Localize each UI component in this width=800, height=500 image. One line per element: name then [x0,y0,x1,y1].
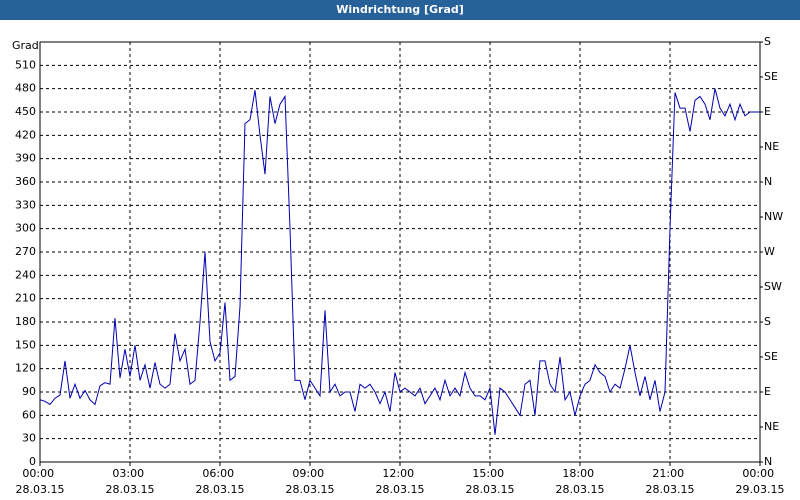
y2-tick-label: E [764,105,771,118]
chart-title: Windrichtung [Grad] [336,3,464,16]
y-tick-label: 420 [15,128,36,141]
y2-tick-label: S [764,315,771,328]
y-tick-label: 150 [15,338,36,351]
y-axis-label: Grad [12,39,39,52]
x-tick-label: 03:00 28.03.15 [106,467,155,496]
y-tick-label: 120 [15,362,36,375]
y-tick-label: 360 [15,175,36,188]
y-tick-label: 330 [15,198,36,211]
y-tick-label: 510 [15,58,36,71]
y-tick-label: 90 [22,385,36,398]
y-tick-label: 390 [15,152,36,165]
y2-tick-label: W [764,245,775,258]
x-tick-label: 15:00 28.03.15 [466,467,515,496]
y-tick-label: 210 [15,292,36,305]
y2-tick-label: S [764,35,771,48]
y2-tick-label: NE [764,140,779,153]
y2-tick-label: N [764,455,772,468]
y2-tick-label: NE [764,420,779,433]
x-tick-label: 06:00 28.03.15 [196,467,245,496]
y2-tick-label: E [764,385,771,398]
y2-tick-label: NW [764,210,783,223]
y-tick-label: 480 [15,82,36,95]
x-tick-label: 12:00 28.03.15 [376,467,425,496]
y-tick-label: 0 [29,455,36,468]
y2-tick-label: SE [764,350,778,363]
y-tick-label: 240 [15,268,36,281]
x-tick-label: 18:00 28.03.15 [556,467,605,496]
y-tick-label: 270 [15,245,36,258]
y-tick-label: 30 [22,432,36,445]
y-tick-label: 300 [15,222,36,235]
x-tick-label: 21:00 28.03.15 [646,467,695,496]
x-tick-label: 00:00 29.03.15 [736,467,785,496]
y-tick-label: 60 [22,408,36,421]
y2-tick-label: N [764,175,772,188]
y2-tick-label: SE [764,70,778,83]
title-bar [0,0,800,20]
y-tick-label: 180 [15,315,36,328]
x-tick-label: 09:00 28.03.15 [286,467,335,496]
y2-tick-label: SW [764,280,782,293]
y-tick-label: 450 [15,105,36,118]
x-tick-label: 00:00 28.03.15 [16,467,65,496]
data-line [39,88,760,435]
